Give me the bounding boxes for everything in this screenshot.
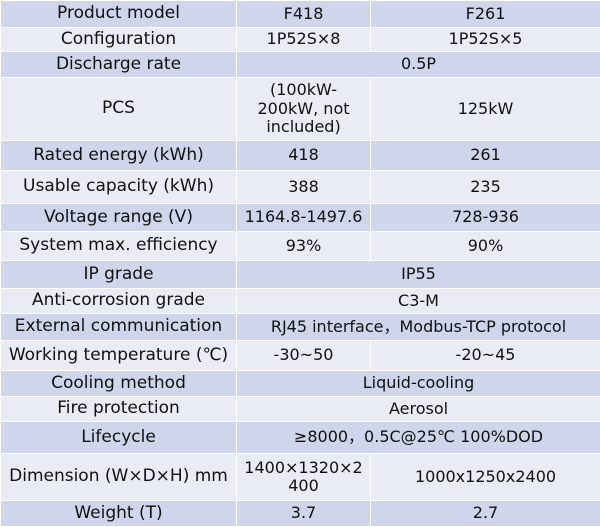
cell-value: 1400×1320×2400 <box>237 454 371 501</box>
row-label: Fire protection <box>1 397 237 422</box>
cell-value: F418 <box>237 1 371 28</box>
row-label: Rated energy (kWh) <box>1 141 237 171</box>
row-label: Usable capacity (kWh) <box>1 171 237 204</box>
cell-value: 1P52S×8 <box>237 28 371 52</box>
row-label: Anti-corrosion grade <box>1 289 237 314</box>
cell-value: ≥8000，0.5C@25℃ 100%DOD <box>237 422 600 454</box>
row-label: System max. efficiency <box>1 232 237 261</box>
cell-value: 1164.8-1497.6 <box>237 204 371 232</box>
row-label: Dimension (W×D×H) mm <box>1 454 237 501</box>
cell-value: RJ45 interface，Modbus-TCP protocol <box>237 314 600 341</box>
cell-value: 728-936 <box>371 204 600 232</box>
cell-value: Aerosol <box>237 397 600 422</box>
cell-value: -30~50 <box>237 341 371 371</box>
cell-value: -20~45 <box>371 341 600 371</box>
row-label: PCS <box>1 78 237 141</box>
cell-value: Liquid-cooling <box>237 371 600 397</box>
row-label: External communication <box>1 314 237 341</box>
cell-value: 3.7 <box>237 501 371 527</box>
cell-value: F261 <box>371 1 600 28</box>
cell-value: (100kW-200kW, not included) <box>237 78 371 141</box>
row-label: Product model <box>1 1 237 28</box>
cell-value: 1P52S×5 <box>371 28 600 52</box>
cell-value: 418 <box>237 141 371 171</box>
row-label: Cooling method <box>1 371 237 397</box>
cell-value: 235 <box>371 171 600 204</box>
cell-value: 93% <box>237 232 371 261</box>
row-label: IP grade <box>1 261 237 289</box>
row-label: Working temperature (℃) <box>1 341 237 371</box>
cell-value: 2.7 <box>371 501 600 527</box>
row-label: Lifecycle <box>1 422 237 454</box>
cell-value: 90% <box>371 232 600 261</box>
table-row: Lifecycle≥8000，0.5C@25℃ 100%DOD <box>1 422 600 454</box>
table-row: PCS(100kW-200kW, not included)125kW <box>1 78 600 141</box>
cell-value: 1000x1250x2400 <box>371 454 600 501</box>
cell-value: 261 <box>371 141 600 171</box>
cell-value: C3-M <box>237 289 600 314</box>
table-row: Working temperature (℃)-30~50-20~45 <box>1 341 600 371</box>
cell-value: 125kW <box>371 78 600 141</box>
row-label: Voltage range (V) <box>1 204 237 232</box>
row-label: Discharge rate <box>1 52 237 78</box>
cell-value: IP55 <box>237 261 600 289</box>
row-label: Configuration <box>1 28 237 52</box>
cell-value: 388 <box>237 171 371 204</box>
cell-value: 0.5P <box>237 52 600 78</box>
row-label: Weight (T) <box>1 501 237 527</box>
